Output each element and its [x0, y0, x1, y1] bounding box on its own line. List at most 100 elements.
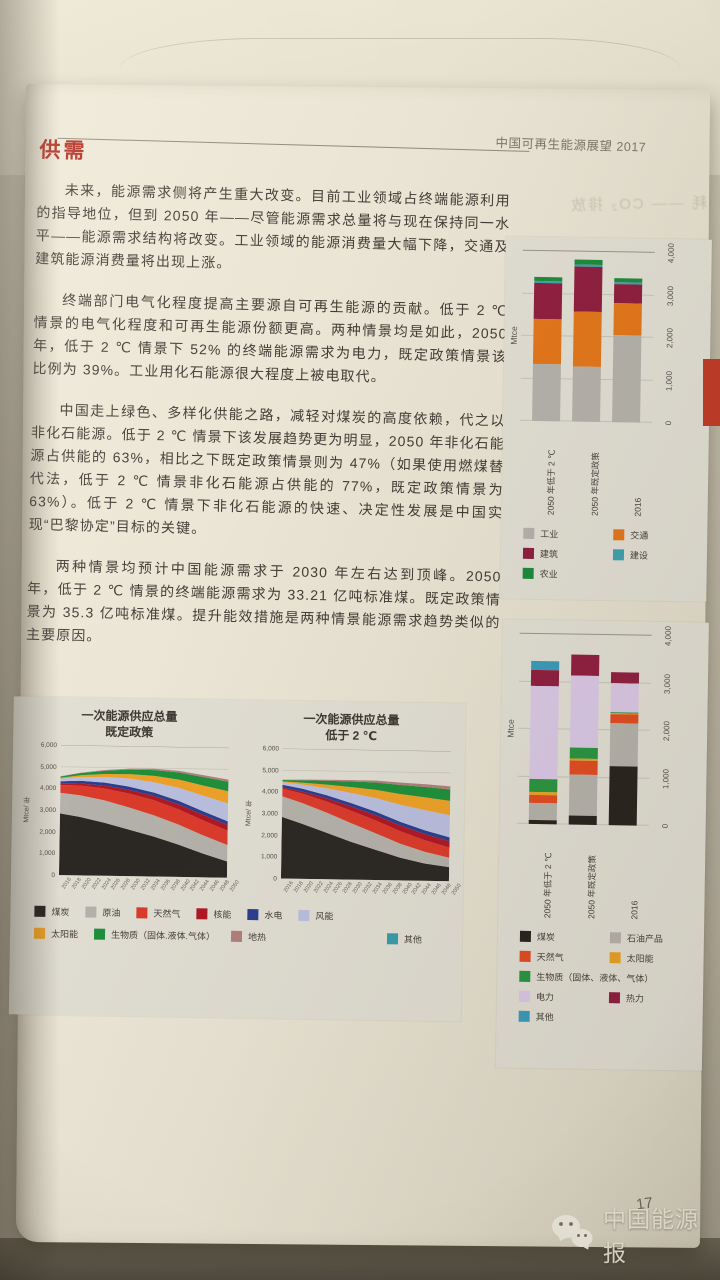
y-tick-label: 1,000: [38, 850, 56, 858]
paragraph: 未来，能源需求侧将产生重大改变。目前工业领域占终端能源利用的指导地位，但到 20…: [35, 181, 511, 271]
bar-segment: [613, 284, 643, 304]
y-axis-ticks: 0 1,000 2,000 3,000 4,000 5,000 6,000: [254, 745, 283, 882]
legend-item: 地热: [230, 930, 266, 944]
category-label: 2050 年既定政策: [589, 452, 601, 516]
y-tick-label: 1,000: [260, 853, 278, 861]
y-tick-label: 4,000: [666, 242, 676, 264]
legend-swatch: [386, 933, 399, 945]
bar-segment: [571, 654, 600, 677]
legend-item: 工业: [523, 527, 609, 541]
bar-segment: [572, 311, 602, 367]
area-series-核能: [282, 787, 450, 848]
legend-swatch: [34, 905, 46, 917]
legend-swatch: [523, 527, 535, 539]
legend-swatch: [519, 970, 531, 982]
area-series-太阳能: [282, 781, 451, 816]
bar-segment: [529, 778, 558, 793]
bar-segment: [610, 683, 639, 713]
y-tick-label: 6,000: [262, 745, 280, 753]
y-tick-label: 0: [273, 875, 277, 883]
y-tick-label: 2,000: [662, 720, 672, 742]
legend-swatch: [522, 567, 534, 579]
final-energy-by-carrier-chart: Mtce 0 1,000 2,000 3,000 4,000 2050 年低于 2 ℃ 205…: [495, 619, 709, 1071]
legend-swatch: [518, 990, 531, 1002]
primary-supply-cps-chart: 一次能源供应总量 既定政策 Mtce/ 年 0 1,000 2,000 3,000 4,000…: [21, 706, 241, 904]
paragraph: 终端部门电气化程度提高主要源自可再生能源的贡献。低于 2 ℃ 情景的电气化程度和…: [32, 291, 509, 385]
area-series-太阳能: [60, 773, 229, 804]
y-tick-label: 6,000: [40, 741, 58, 750]
legend-swatch: [519, 950, 531, 962]
y-tick-label: 2,000: [261, 831, 278, 840]
legend-item: 风能: [298, 909, 334, 923]
legend-label: 天然气: [536, 952, 564, 963]
legend-swatch: [519, 930, 532, 942]
legend-item: 太阳能: [33, 927, 79, 941]
legend-item: 建设: [612, 548, 699, 562]
stacked-area-plot: [58, 745, 229, 878]
y-tick-label: 5,000: [262, 766, 279, 775]
legend-label: 生物质（固体.液体.气体）: [110, 929, 216, 942]
adjacent-red-cover: [703, 359, 720, 426]
bar-segment: [568, 774, 598, 817]
legend-label: 煤炭: [536, 932, 556, 943]
legend-row: 煤炭 原油 天然气 核能 水电 风能: [34, 905, 456, 925]
legend-swatch: [612, 549, 625, 561]
category-label: 2016: [629, 900, 640, 920]
legend-item: 生物质（固体、液体、气体）: [519, 970, 695, 986]
legend-item: 煤炭: [519, 930, 606, 944]
legend-swatch: [33, 927, 46, 939]
y-tick-label: 4,000: [663, 625, 673, 647]
y-axis-ticks: 0 1,000 2,000 3,000 4,000 5,000 6,000: [32, 741, 61, 879]
area-series-原油: [281, 796, 450, 868]
y-tick-label: 4,000: [261, 788, 279, 796]
legend-swatch: [298, 909, 310, 922]
legend-item: 太阳能: [609, 951, 696, 965]
legend-label: 原油: [102, 907, 121, 919]
legend-item: 其他: [386, 932, 422, 946]
primary-supply-legend: 煤炭 原油 天然气 核能 水电 风能 太阳能 生物质（固体.液体.气体） 地热 其他: [10, 900, 463, 946]
area-series-地热: [282, 779, 451, 790]
legend-swatch: [93, 928, 106, 940]
legend-swatch: [518, 1010, 530, 1022]
legend-swatch: [136, 907, 148, 919]
legend-swatch: [196, 908, 208, 920]
area-series-煤炭: [280, 816, 450, 882]
legend-swatch: [522, 547, 535, 559]
bar-segment: [529, 686, 559, 780]
bar-segment: [532, 363, 561, 422]
legend-item: 石油产品: [609, 931, 696, 945]
area-series-生物质（固体.液体.气体）: [282, 779, 451, 801]
legend-label: 农业: [539, 569, 558, 580]
y-tick-label: 2,000: [665, 327, 675, 349]
area-series-生物质（固体.液体.气体）: [60, 769, 229, 792]
legend-swatch: [613, 529, 625, 541]
bar-plot-area: [516, 632, 652, 826]
legend-label: 建筑: [539, 549, 559, 560]
category-axis: 2050 年低于 2 ℃ 2050 年既定政策 2016: [500, 823, 704, 924]
legend-label: 煤炭: [51, 906, 70, 918]
legend-label: 热力: [625, 993, 645, 1004]
stacked-bar: [612, 278, 643, 423]
bar-segment: [608, 765, 638, 826]
stacked-bar: [608, 671, 640, 826]
show-through-ghost-text: 耗 —— CO₂ 排放: [569, 194, 708, 214]
bar-segment: [533, 282, 563, 320]
legend-label: 石油产品: [626, 933, 664, 945]
x-axis-ticks: 2016 2018 2020 2022 2024 2026 2028 2030 2032 2034…: [59, 875, 241, 904]
stacked-bar: [572, 259, 603, 422]
area-series-原油: [59, 792, 228, 862]
legend-label: 电力: [535, 992, 555, 1003]
legend-label: 太阳能: [50, 928, 79, 940]
y-tick-label: 5,000: [40, 763, 57, 771]
page-fold-line: [120, 38, 680, 99]
bar-segment: [569, 760, 598, 776]
category-label: 2050 年低于 2 ℃: [542, 852, 554, 919]
y-tick-label: 3,000: [662, 673, 673, 694]
chart-legend: 煤炭 石油产品 天然气 太阳能 生物质（固体、液体、气体） 电力 热力 其他: [499, 921, 703, 1025]
legend-item: 水电: [247, 908, 283, 922]
bar-segment: [573, 266, 603, 312]
bar-plot-area: [520, 249, 655, 423]
legend-item: 天然气: [519, 950, 606, 964]
legend-item: 核能: [196, 907, 232, 921]
legend-label: 风能: [315, 911, 334, 922]
